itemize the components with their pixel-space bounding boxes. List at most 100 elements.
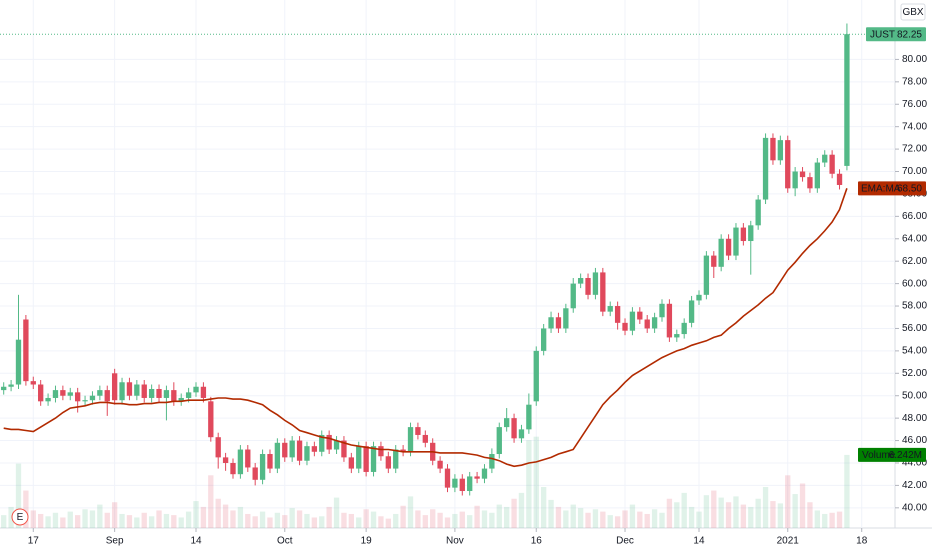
volume-bar: [674, 502, 680, 528]
volume-bar: [230, 510, 236, 528]
volume-bar: [467, 515, 473, 528]
y-tick-label: 76.00: [902, 99, 927, 110]
volume-bar: [607, 515, 613, 528]
volume-bar: [156, 510, 162, 528]
candle-body: [15, 339, 22, 385]
volume-bar: [237, 506, 244, 528]
volume-bar: [252, 516, 258, 528]
candle-body: [356, 446, 362, 469]
volume-bar: [52, 512, 59, 528]
volume-bar: [570, 504, 576, 528]
volume-bar: [814, 510, 820, 528]
volume-bar: [452, 513, 458, 528]
volume-bar: [703, 495, 710, 528]
candle-body: [163, 390, 170, 398]
y-tick-label: 80.00: [902, 54, 927, 65]
y-tick-label: 60.00: [902, 278, 927, 289]
candle-body: [222, 457, 229, 463]
candle-body: [400, 449, 406, 452]
currency-box[interactable]: [900, 3, 926, 21]
candle-body: [422, 434, 428, 443]
volume-bar: [762, 487, 769, 528]
volume-bar: [60, 517, 66, 528]
volume-bar: [614, 516, 621, 528]
volume-bar: [659, 512, 665, 528]
volume-bar: [259, 511, 266, 528]
volume-bar: [696, 511, 702, 528]
candle-body: [415, 427, 421, 435]
volume-bar: [585, 512, 591, 528]
volume-bar: [489, 512, 495, 528]
ema-name: EMA:MA: [861, 183, 901, 194]
candle-body: [348, 457, 355, 469]
volume-bar: [378, 516, 384, 528]
volume-bar: [38, 513, 44, 528]
candle-body: [208, 401, 214, 438]
candle-body: [607, 306, 613, 312]
volume-bar: [637, 511, 643, 528]
volume-bar: [326, 506, 332, 528]
candle-body: [134, 384, 140, 396]
volume-bar: [844, 454, 850, 528]
volume-name: Volume: [862, 450, 896, 461]
candle-body: [555, 317, 562, 329]
volume-bar: [215, 498, 221, 528]
candle-body: [651, 317, 658, 329]
volume-bar: [504, 506, 510, 528]
candle-body: [740, 227, 747, 242]
candle-body: [200, 386, 207, 398]
volume-bar: [822, 513, 828, 528]
candle-body: [67, 392, 73, 396]
volume-bar: [319, 516, 325, 528]
volume-bar: [711, 490, 717, 528]
candle-body: [585, 278, 591, 295]
candle-body: [548, 317, 554, 329]
candle-body: [526, 404, 532, 430]
candle-body: [259, 454, 266, 480]
volume-bar: [799, 483, 806, 528]
volume-bar: [629, 504, 636, 528]
candle-body: [385, 456, 391, 469]
candle-body: [474, 476, 480, 479]
volume-bar: [245, 513, 251, 528]
volume-bar: [548, 499, 554, 528]
candle-body: [696, 294, 702, 301]
candle-body: [156, 388, 162, 398]
candle-body: [75, 392, 81, 402]
x-tick-label: Sep: [106, 536, 124, 547]
y-tick-label: 74.00: [902, 121, 927, 132]
y-tick-label: 70.00: [902, 166, 927, 177]
candle-body: [126, 382, 133, 396]
candle-body: [467, 476, 473, 492]
volume-bar: [111, 502, 118, 528]
volume-bar: [296, 510, 303, 528]
volume-bar: [563, 510, 569, 528]
volume-bar: [363, 509, 369, 528]
candle-body: [370, 446, 377, 472]
volume-bar: [511, 498, 517, 528]
y-tick-label: 48.00: [902, 413, 927, 424]
volume-bar: [89, 510, 96, 528]
volume-bar: [171, 515, 177, 528]
candle-body: [504, 418, 510, 428]
volume-bar: [185, 511, 192, 528]
candle-body: [511, 418, 517, 439]
candle-body: [829, 154, 835, 174]
volume-bar: [348, 513, 355, 528]
volume-bar: [67, 511, 73, 528]
candle-body: [577, 278, 584, 284]
volume-bar: [141, 512, 147, 528]
volume-bar: [518, 492, 525, 528]
candle-body: [148, 388, 155, 398]
volume-bar: [289, 508, 295, 528]
price-tag: [866, 27, 926, 42]
candle-body: [844, 34, 850, 166]
volume-bar: [740, 504, 747, 528]
volume-bar: [430, 509, 436, 528]
earnings-label: E: [17, 512, 24, 523]
candle-body: [452, 478, 458, 488]
candle-body: [393, 449, 399, 469]
candle-body: [570, 283, 576, 309]
last-price-label: 82.25: [897, 29, 922, 40]
x-tick-label: 16: [531, 536, 543, 547]
